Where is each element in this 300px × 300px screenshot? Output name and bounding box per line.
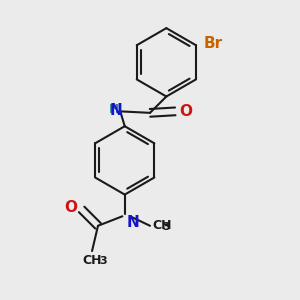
Text: 3: 3	[100, 256, 107, 266]
Text: N: N	[110, 103, 123, 118]
Text: CH: CH	[82, 254, 102, 267]
Text: H: H	[108, 103, 119, 116]
Text: O: O	[180, 104, 193, 119]
Text: Br: Br	[203, 36, 223, 51]
Text: O: O	[64, 200, 77, 215]
Text: CH: CH	[152, 219, 172, 232]
Text: 3: 3	[163, 222, 170, 232]
Text: N: N	[126, 215, 139, 230]
